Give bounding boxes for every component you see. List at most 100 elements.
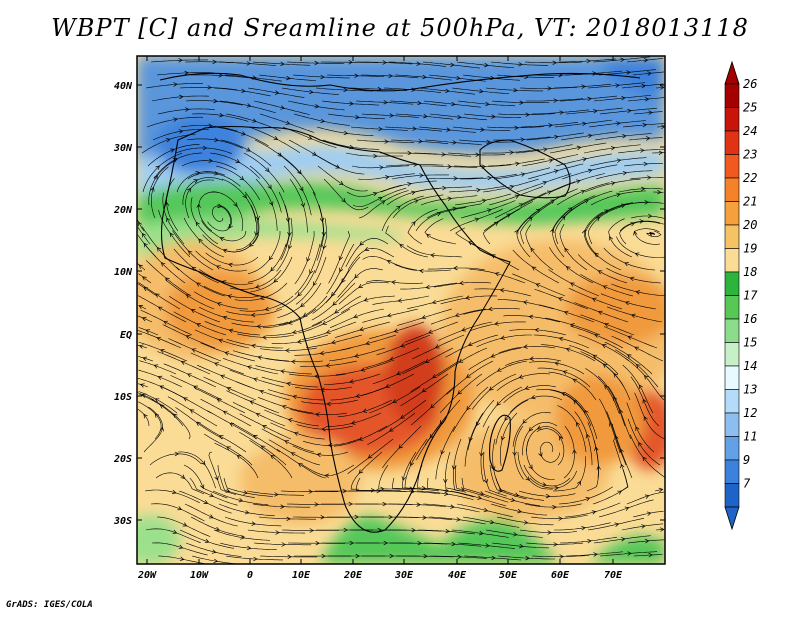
streamline-arrow: [493, 221, 499, 226]
streamline-arrow: [207, 85, 212, 90]
streamline-arrow: [209, 493, 214, 498]
streamline: [358, 190, 409, 219]
streamline: [292, 74, 351, 79]
streamline: [347, 438, 394, 474]
streamline-arrow: [554, 169, 559, 174]
streamline: [521, 154, 579, 167]
streamline: [158, 209, 191, 258]
streamline-arrow: [320, 514, 325, 520]
streamline: [138, 305, 147, 310]
streamline: [224, 516, 282, 527]
colorbar-swatch: [724, 248, 740, 273]
streamline-arrow: [396, 371, 401, 376]
streamline-arrow: [198, 238, 203, 244]
streamline: [347, 247, 395, 270]
streamline-arrow: [178, 544, 184, 550]
streamline-arrow: [320, 118, 326, 124]
streamline: [527, 163, 584, 180]
streamline: [608, 386, 632, 440]
streamline: [249, 165, 282, 213]
streamline: [385, 164, 444, 167]
streamline-arrow: [316, 452, 322, 458]
streamline: [239, 413, 292, 440]
streamline: [406, 245, 463, 258]
streamline-arrow: [554, 134, 559, 140]
streamline-arrow: [262, 425, 267, 430]
streamline: [282, 126, 337, 148]
streamline-arrow: [334, 309, 339, 314]
streamline-arrow: [474, 217, 480, 222]
lon-label: 0: [247, 570, 253, 581]
streamline: [183, 464, 228, 499]
streamline-arrow: [559, 554, 564, 559]
streamline-arrow: [552, 504, 557, 510]
streamline: [311, 152, 365, 175]
streamline-arrow: [280, 61, 285, 67]
streamline-arrow: [446, 127, 451, 132]
streamline: [139, 394, 184, 427]
streamline: [496, 373, 551, 391]
streamline-arrow: [586, 58, 591, 64]
streamline: [655, 87, 664, 89]
streamline: [312, 295, 362, 326]
streamline: [199, 306, 255, 323]
streamline-arrow: [587, 96, 592, 102]
streamline-arrow: [396, 205, 401, 211]
streamline: [143, 406, 163, 453]
streamline: [494, 192, 547, 219]
streamline-arrow: [407, 150, 412, 156]
streamline-arrow: [292, 329, 297, 335]
streamline: [246, 490, 304, 496]
streamline-arrow: [170, 148, 175, 153]
streamline-arrow: [200, 484, 205, 489]
streamline: [529, 361, 585, 375]
streamline-arrow: [150, 186, 155, 192]
streamline: [378, 464, 410, 490]
streamline: [632, 71, 665, 76]
streamline: [597, 375, 626, 427]
streamline-arrow: [343, 130, 349, 136]
streamline-arrow: [249, 400, 255, 405]
streamline: [504, 358, 562, 366]
streamline-arrow: [227, 294, 232, 299]
streamline: [568, 287, 623, 310]
streamline-arrow: [309, 269, 314, 275]
streamline-arrow: [326, 329, 331, 334]
streamline-arrow: [397, 298, 403, 303]
streamline-arrow: [617, 490, 622, 495]
streamline-arrow: [559, 435, 564, 441]
streamline: [244, 191, 260, 245]
streamline: [389, 100, 448, 107]
streamline-arrow: [287, 232, 292, 237]
streamline-arrow: [159, 426, 165, 432]
streamline-arrow: [159, 404, 165, 409]
streamline: [445, 451, 467, 493]
streamline-arrow: [378, 126, 383, 132]
streamline-arrow: [155, 165, 160, 170]
streamline: [559, 95, 618, 102]
streamline-arrow: [512, 451, 517, 457]
streamline: [460, 200, 516, 219]
streamline-arrow: [459, 280, 464, 286]
streamline: [453, 438, 462, 492]
streamline-arrow: [348, 501, 353, 507]
streamline-arrow: [569, 282, 575, 287]
streamline: [138, 282, 181, 310]
streamline-arrow: [412, 126, 417, 131]
streamline-arrow: [613, 372, 618, 378]
temperature-region: [165, 270, 275, 350]
streamline: [612, 439, 628, 492]
streamline-arrow: [476, 187, 481, 193]
streamline-arrow: [622, 170, 628, 176]
streamline: [243, 152, 285, 193]
streamline-arrow: [163, 320, 168, 325]
streamline-arrow: [576, 421, 581, 427]
lat-label: EQ: [120, 330, 132, 341]
streamline: [315, 87, 374, 92]
streamline: [250, 256, 293, 293]
streamline-arrow: [222, 410, 228, 415]
colorbar-label: 18: [743, 265, 757, 279]
streamline: [225, 555, 283, 561]
streamline-arrow: [518, 62, 523, 67]
